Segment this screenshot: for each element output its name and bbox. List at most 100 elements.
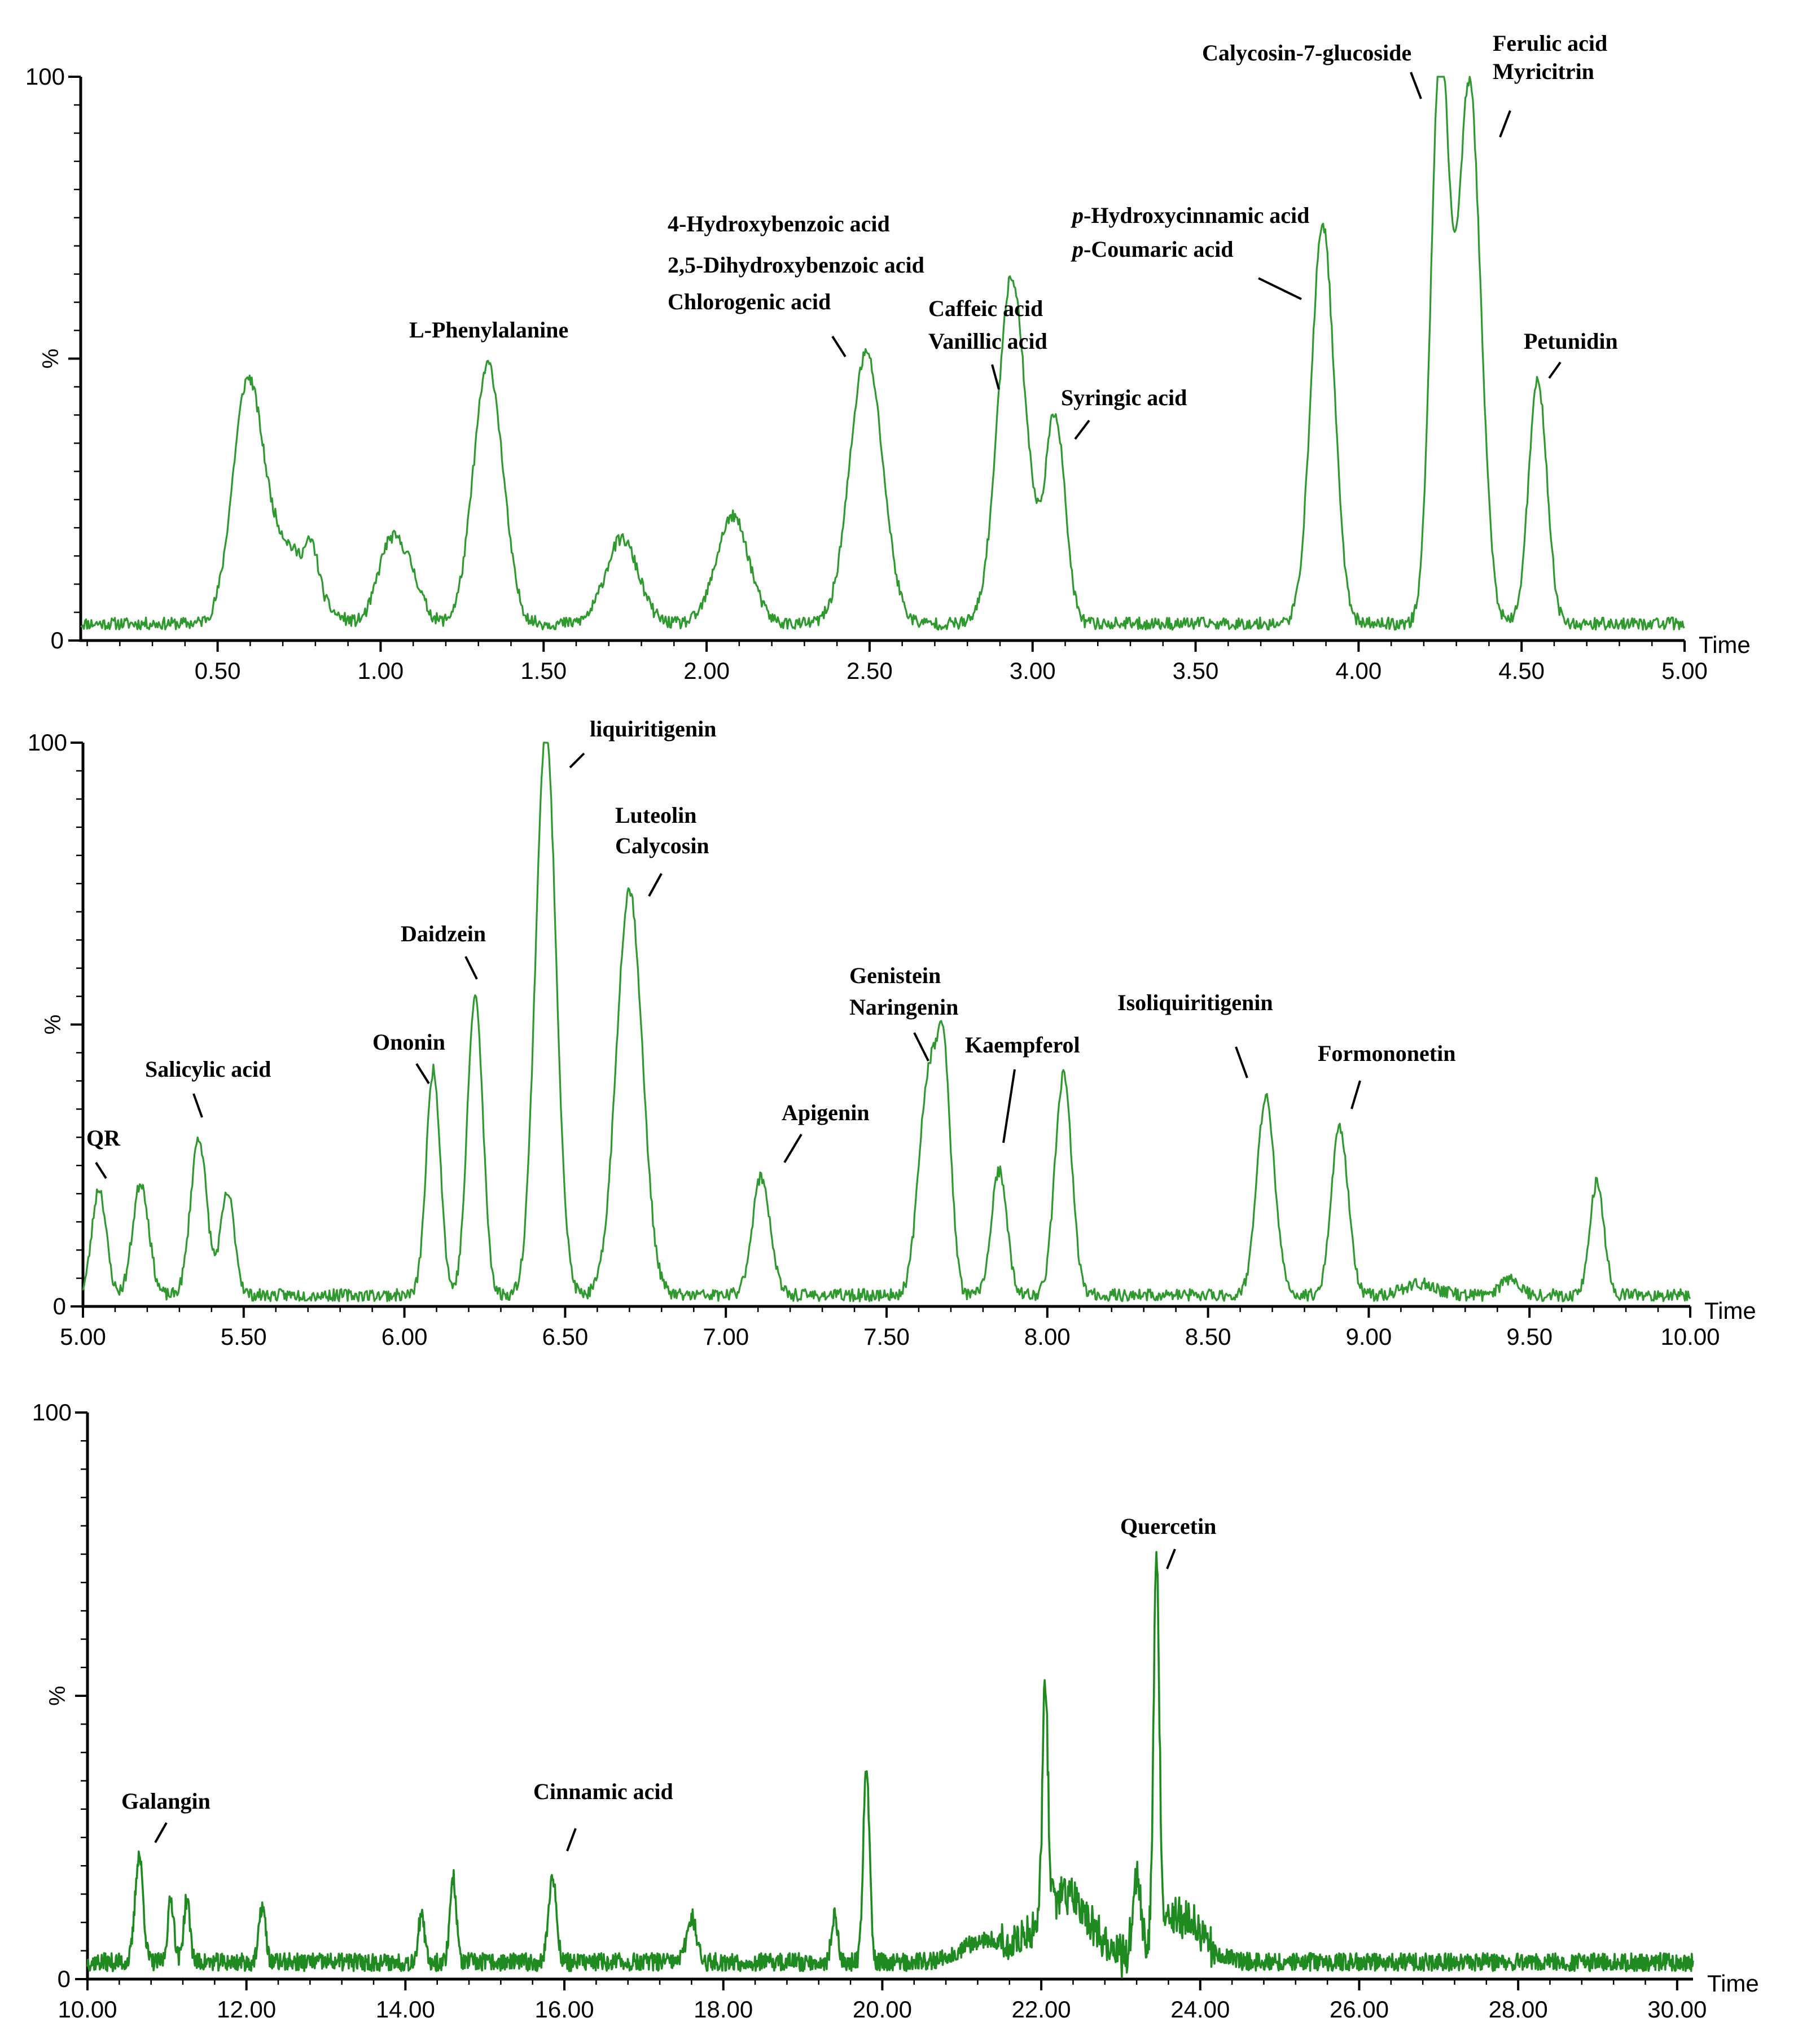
x-axis-label: Time — [1704, 1297, 1756, 1324]
x-tick-label: 4.50 — [1498, 657, 1545, 684]
peak-label: Daidzein — [401, 921, 486, 946]
peak-label: liquiritigenin — [590, 716, 717, 742]
x-tick-label: 0.50 — [195, 657, 241, 684]
peak-label: p-Hydroxycinnamic acid — [1071, 203, 1309, 228]
chromatogram-trace — [80, 76, 1685, 631]
x-tick-label: 16.00 — [534, 1996, 594, 2023]
y-tick-label: 100 — [28, 729, 67, 756]
x-tick-label: 6.00 — [381, 1323, 428, 1350]
x-tick-label: 24.00 — [1170, 1996, 1230, 2023]
peak-leader-line — [831, 335, 847, 358]
peak-leader-line — [569, 752, 585, 769]
x-tick-label: 28.00 — [1489, 1996, 1548, 2023]
peak-leader-line — [1499, 110, 1511, 138]
x-tick-label: 4.00 — [1335, 657, 1382, 684]
y-tick-label: 100 — [25, 63, 65, 90]
y-axis-label: % — [45, 1686, 70, 1706]
peak-leader-line — [154, 1822, 168, 1843]
peak-label: Myricitrin — [1493, 59, 1594, 84]
peak-label: p-Coumaric acid — [1071, 236, 1234, 262]
peak-label: L-Phenylalanine — [409, 317, 568, 343]
peak-label: Ononin — [372, 1029, 445, 1055]
x-tick-label: 9.00 — [1346, 1323, 1392, 1350]
peak-label: 2,5-Dihydroxybenzoic acid — [668, 252, 924, 278]
x-tick-label: 7.00 — [703, 1323, 749, 1350]
peak-leader-line — [783, 1133, 802, 1164]
peak-label: Petunidin — [1524, 328, 1618, 354]
x-tick-label: 2.50 — [847, 657, 893, 684]
y-tick-label: 0 — [53, 1293, 66, 1319]
x-tick-label: 20.00 — [853, 1996, 912, 2023]
peak-label: Syringic acid — [1061, 385, 1187, 410]
x-tick-label: 3.50 — [1173, 657, 1219, 684]
peak-leader-line — [991, 364, 1000, 390]
peak-leader-line — [1002, 1069, 1016, 1143]
peak-leader-line — [464, 956, 478, 980]
chromatogram-panel-2: 0 100% 5.00 5.50 6.00 6.50 7.00 7.50 8.00 8.50 9.0… — [28, 716, 1756, 1350]
peak-leader-line — [1350, 1080, 1361, 1109]
x-tick-label: 1.50 — [520, 657, 567, 684]
y-axis-label: % — [38, 349, 63, 369]
peak-label: Calycosin-7-glucoside — [1202, 40, 1411, 65]
chromatogram-trace — [86, 1551, 1694, 1979]
peak-label: Calycosin — [615, 833, 709, 858]
peak-leader-line — [192, 1093, 203, 1118]
x-tick-label: 5.50 — [221, 1323, 267, 1350]
peak-label: Galangin — [121, 1788, 211, 1814]
peak-label: Naringenin — [849, 994, 958, 1020]
x-tick-label: 6.50 — [542, 1323, 589, 1350]
x-tick-label: 8.00 — [1024, 1323, 1071, 1350]
chromatogram-panel-3: 0 100% 10.00 12.00 14.00 16.00 18.00 20.00 22.00… — [32, 1399, 1759, 2023]
x-tick-label: 8.50 — [1185, 1323, 1231, 1350]
x-tick-label: 18.00 — [694, 1996, 753, 2023]
peak-label: QR — [86, 1125, 121, 1151]
peak-label: Luteolin — [615, 802, 696, 828]
x-tick-label: 5.00 — [1661, 657, 1708, 684]
y-tick-label: 0 — [51, 627, 64, 653]
peak-label: Isoliquiritigenin — [1117, 990, 1273, 1015]
peak-leader-line — [566, 1828, 577, 1852]
x-tick-label: 14.00 — [376, 1996, 435, 2023]
x-tick-label: 1.00 — [358, 657, 404, 684]
x-tick-label: 7.50 — [863, 1323, 910, 1350]
peak-leader-line — [95, 1161, 107, 1179]
peak-label: Quercetin — [1120, 1514, 1216, 1539]
x-tick-label: 12.00 — [217, 1996, 276, 2023]
peak-label: Chlorogenic acid — [668, 289, 831, 314]
x-tick-label: 3.00 — [1010, 657, 1056, 684]
x-axis-label: Time — [1699, 631, 1751, 658]
peak-label: 4-Hydroxybenzoic acid — [668, 211, 890, 236]
axis-lines — [86, 1413, 1693, 1981]
peak-label: Cinnamic acid — [533, 1779, 673, 1804]
x-tick-label: 30.00 — [1647, 1996, 1707, 2023]
x-tick-label: 5.00 — [60, 1323, 106, 1350]
peak-label: Ferulic acid — [1493, 30, 1607, 56]
peak-label: Genistein — [849, 963, 941, 988]
chromatogram-trace — [82, 742, 1691, 1302]
peak-leader-line — [1235, 1046, 1248, 1078]
peak-leader-line — [1074, 419, 1090, 440]
x-tick-label: 26.00 — [1330, 1996, 1389, 2023]
y-tick-label: 0 — [58, 1966, 71, 1992]
x-tick-label: 10.00 — [58, 1996, 117, 2023]
x-tick-label: 22.00 — [1012, 1996, 1071, 2023]
y-tick-label: 100 — [32, 1399, 72, 1425]
peak-leader-line — [1258, 277, 1302, 300]
peak-leader-line — [1410, 72, 1422, 99]
peak-leader-line — [1166, 1549, 1176, 1569]
axis-lines — [81, 743, 1690, 1308]
x-axis-label: Time — [1707, 1970, 1759, 1997]
peak-leader-line — [648, 873, 663, 897]
chromatogram-panel-1: 0 100% 0.50 1.00 1.50 2.00 2.50 3.00 3.50 4.00 4.5… — [25, 30, 1751, 684]
peak-label: Formononetin — [1318, 1041, 1455, 1066]
x-tick-label: 10.00 — [1660, 1323, 1720, 1350]
peak-leader-line — [913, 1032, 929, 1062]
peak-label: Kaempferol — [965, 1032, 1080, 1058]
peak-leader-line — [1548, 361, 1562, 379]
peak-label: Vanillic acid — [928, 328, 1047, 354]
peak-label: Apigenin — [782, 1100, 870, 1125]
axis-lines — [79, 77, 1685, 642]
peak-label: Caffeic acid — [928, 296, 1043, 321]
x-tick-label: 9.50 — [1506, 1323, 1553, 1350]
